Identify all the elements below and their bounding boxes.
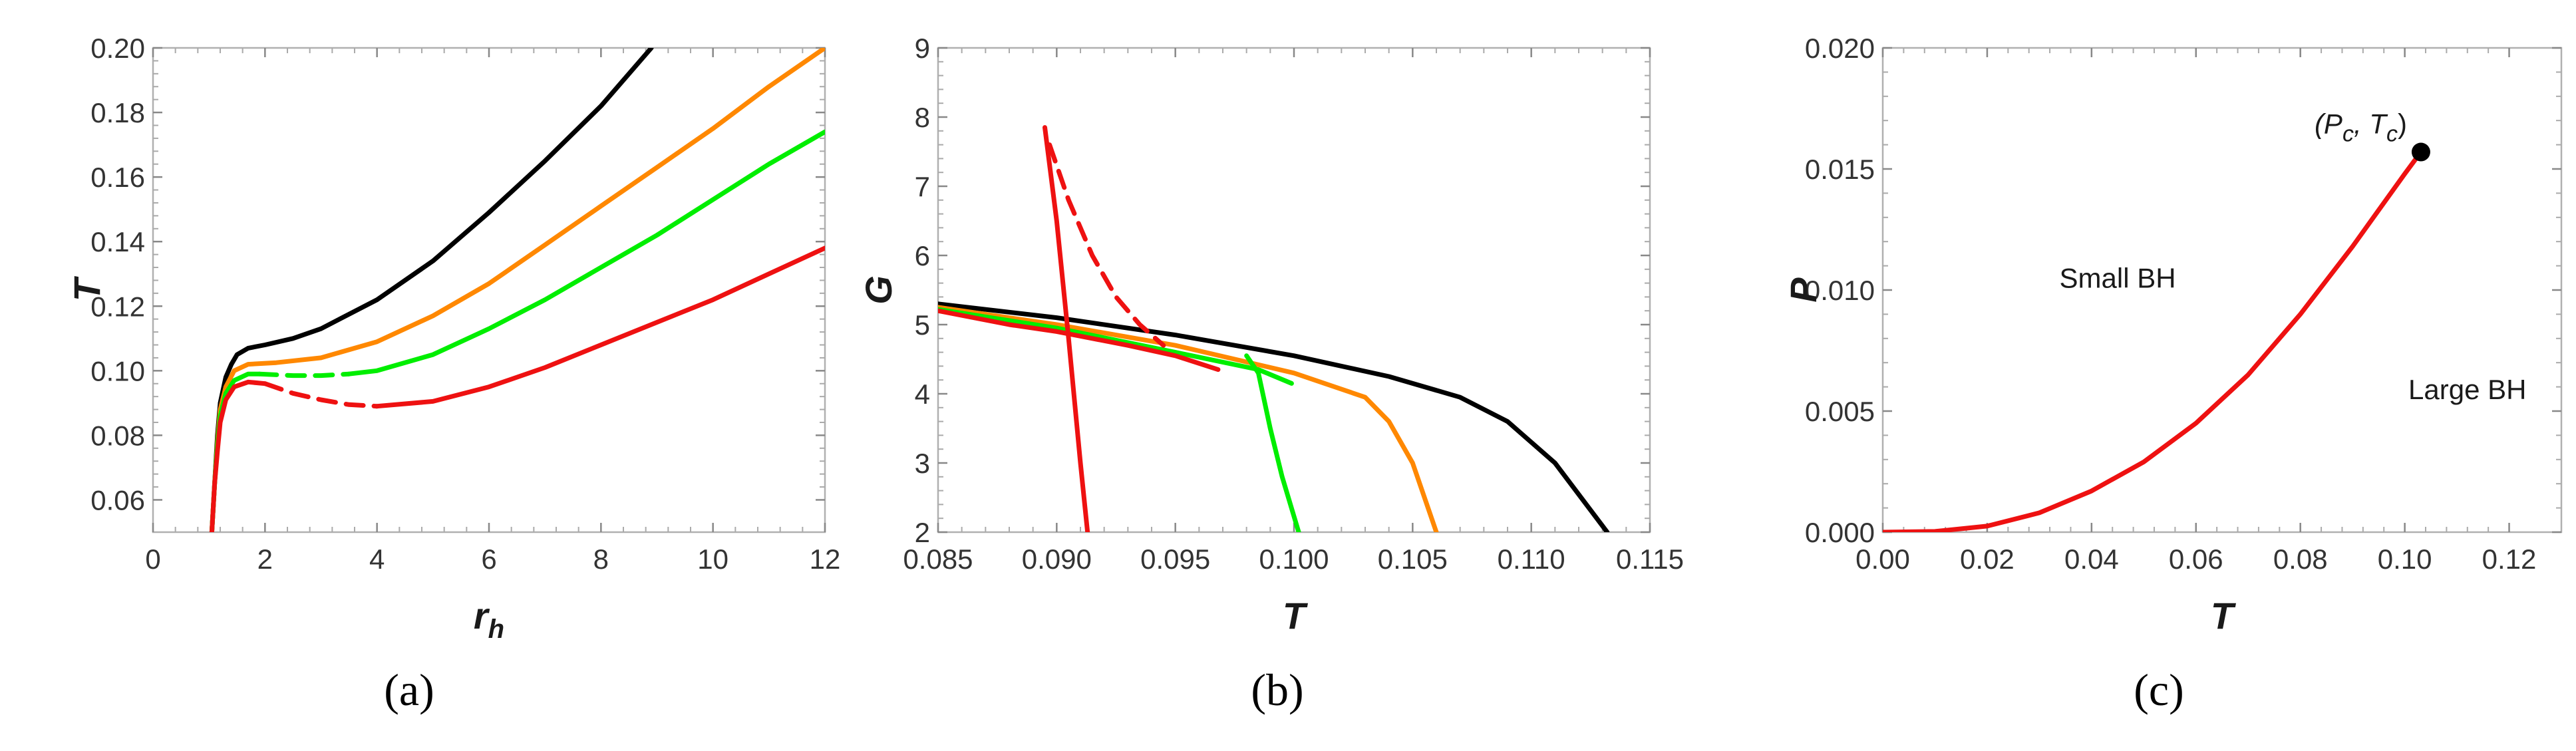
y-tick-label: 9 [915, 33, 930, 64]
y-tick-label: 4 [915, 378, 930, 410]
x-tick-label: 0.10 [2378, 543, 2432, 575]
critical-point-label-subscript: c [2386, 122, 2398, 147]
panel-a: 0 2 4 6 8 10 12 0.06 0.08 0.10 0.12 0.14 0.16 0.18 0.2… [66, 33, 840, 715]
curves-group [209, 48, 825, 532]
y-tick-label: 0.16 [90, 162, 145, 193]
y-tick-label: 0.20 [90, 33, 145, 64]
y-tick-label: 8 [915, 102, 930, 133]
panel-caption: (c) [2134, 665, 2183, 715]
series-1-segment-0-solid [938, 305, 1439, 532]
x-tick-label: 12 [810, 543, 841, 575]
series-2-segment-1-dashed [257, 371, 352, 378]
series-3-segment-0-solid [209, 379, 267, 532]
y-tick-label: 2 [915, 517, 930, 548]
critical-point-label-part: (P [2315, 108, 2342, 140]
critical-point-label-subscript: c [2342, 122, 2354, 147]
series-3-segment-0-solid [938, 308, 1221, 373]
series-3-segment-2-solid [375, 245, 825, 409]
x-tick-label: 0.12 [2482, 543, 2537, 575]
x-tick-label: 0 [145, 543, 160, 575]
critical-point-label: (Pc, Tc) [2315, 108, 2407, 147]
x-axis-label: rh [474, 595, 504, 644]
series-0-segment-0-solid [938, 301, 1610, 532]
x-axis-label: T [1283, 595, 1309, 637]
x-tick-label: 0.090 [1022, 543, 1092, 575]
y-tick-label: 0.010 [1805, 275, 1875, 306]
x-tick-label: 0.100 [1259, 543, 1329, 575]
y-tick-label: 0.06 [90, 484, 145, 516]
plot-frame [1881, 47, 2563, 533]
curves-group [1883, 150, 2424, 532]
x-tick-label: 8 [593, 543, 609, 575]
y-tick-label: 3 [915, 448, 930, 479]
x-tick-label: 0.06 [2169, 543, 2223, 575]
series-0-segment-0-solid [209, 48, 654, 532]
y-tick-label: 0.005 [1805, 396, 1875, 427]
y-tick-label: 6 [915, 240, 930, 271]
series-3-segment-2-dashed [1047, 142, 1166, 348]
x-tick-label: 0.105 [1378, 543, 1448, 575]
x-tick-label: 0.085 [903, 543, 973, 575]
x-axis-label-main: r [474, 595, 490, 637]
y-tick-label: 0.12 [90, 291, 145, 322]
y-tick-label: 0.000 [1805, 517, 1875, 548]
x-tick-label: 2 [257, 543, 273, 575]
series-3-segment-1-solid [1043, 125, 1090, 532]
x-tick-label: 4 [369, 543, 385, 575]
curves-group [938, 125, 1610, 532]
region-annotation: Small BH [2060, 262, 2176, 293]
plot-frame [937, 47, 1651, 533]
critical-point-marker [2411, 142, 2430, 162]
x-tick-label: 6 [481, 543, 496, 575]
x-tick-label: 0.115 [1616, 543, 1684, 575]
y-tick-label: 0.18 [90, 97, 145, 128]
region-annotation: Large BH [2408, 374, 2526, 405]
y-axis-label: P [1782, 277, 1824, 303]
panel-caption: (b) [1251, 665, 1303, 715]
y-tick-label: 0.015 [1805, 154, 1875, 185]
y-tick-label: 5 [915, 309, 930, 341]
x-axis-label-subscript: h [488, 615, 504, 644]
x-axis-label-main: T [1283, 595, 1309, 637]
panel-b: 0.085 0.090 0.095 0.100 0.105 0.110 0.115 2 3 4 5 6… [858, 33, 1684, 715]
critical-point-label-part: , T [2354, 108, 2388, 140]
critical-point-label-part: ) [2398, 108, 2407, 140]
x-tick-label: 10 [697, 543, 728, 575]
y-axis-label: G [858, 275, 899, 305]
series-3-segment-1-dashed [262, 381, 380, 409]
x-tick-label: 0.04 [2064, 543, 2119, 575]
y-tick-label: 0.10 [90, 355, 145, 386]
series-2-segment-2-solid [347, 129, 825, 376]
series-0-segment-0-solid [1883, 150, 2424, 532]
y-tick-label: 0.020 [1805, 33, 1875, 64]
x-axis-label: T [2211, 595, 2237, 637]
y-axis-label: T [66, 275, 108, 301]
y-tick-label: 0.14 [90, 226, 145, 257]
x-tick-label: 0.095 [1140, 543, 1210, 575]
series-2-segment-0-solid [938, 307, 1294, 386]
panel-caption: (a) [384, 665, 434, 715]
y-tick-label: 7 [915, 171, 930, 202]
x-axis-label-main: T [2211, 595, 2237, 637]
y-tick-label: 0.08 [90, 420, 145, 451]
series-2-segment-1-solid [1244, 353, 1301, 532]
x-tick-label: 0.02 [1960, 543, 2014, 575]
x-tick-label: 0.00 [1855, 543, 1910, 575]
x-tick-label: 0.08 [2273, 543, 2328, 575]
x-tick-label: 0.110 [1498, 543, 1565, 575]
panel-c: 0.00 0.02 0.04 0.06 0.08 0.10 0.12 0.000 0.005 0.… [1782, 33, 2563, 715]
